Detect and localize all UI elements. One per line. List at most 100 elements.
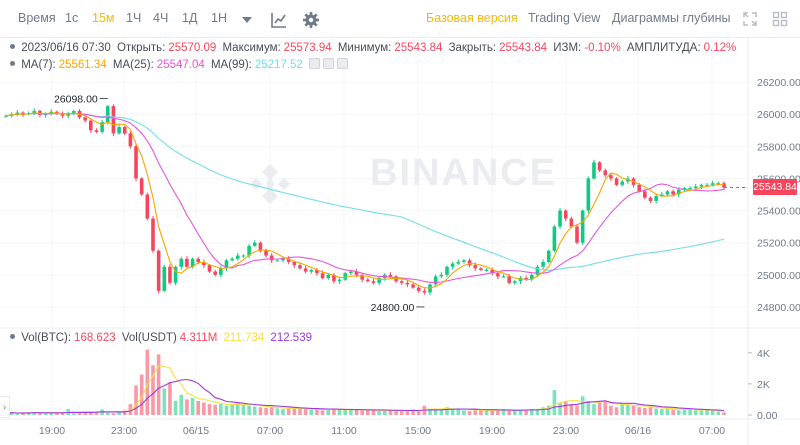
candle-body: [648, 197, 653, 201]
tradingview-tab[interactable]: Trading View: [528, 11, 601, 25]
volume-bar: [315, 409, 319, 415]
volume-bar: [145, 349, 150, 415]
high-value: 25573.94: [283, 42, 332, 54]
vol-usdt-value: 4.311M: [179, 332, 218, 344]
interval-1h[interactable]: 1Ч: [126, 11, 142, 25]
ma-dot-icon: [10, 61, 15, 67]
basic-version-tab[interactable]: Базовая версия: [426, 11, 518, 25]
candle-body: [682, 188, 687, 190]
volume-bar: [26, 412, 31, 415]
vol-ma2-line: [5, 378, 725, 414]
interval-15m[interactable]: 15м: [92, 11, 115, 25]
candle-body: [303, 268, 308, 272]
volume-axis-label: 0.00: [757, 410, 778, 422]
volume-bar: [151, 365, 155, 415]
chart-grid: [0, 38, 800, 445]
volume-bar: [507, 410, 511, 415]
close-value: 25543.84: [499, 42, 548, 54]
candle-body: [462, 260, 466, 262]
candle-body: [281, 258, 285, 261]
layout-grid-icon[interactable]: [772, 11, 790, 29]
ma-settings-icon[interactable]: [323, 58, 335, 70]
chart-area[interactable]: BINANCE 26200.0026000.0025800.0025600.00…: [0, 38, 800, 445]
volume-bar: [320, 410, 325, 415]
volume-bar: [281, 409, 285, 415]
vol-usdt-ma2: 212.539: [270, 332, 312, 344]
candle-body: [315, 269, 319, 274]
candle-body: [332, 274, 336, 282]
candle-body: [190, 258, 195, 267]
candle-body: [298, 265, 302, 269]
volume-bar: [394, 410, 398, 415]
volume-bar: [77, 412, 82, 415]
indicators-chart-icon[interactable]: [270, 11, 288, 29]
settings-gear-icon[interactable]: [302, 11, 320, 29]
ma-collapse-icon[interactable]: [309, 58, 321, 70]
candle-body: [60, 113, 65, 116]
volume-bar: [603, 401, 608, 415]
change-value: -0.10%: [584, 42, 621, 54]
volume-bar: [682, 409, 687, 415]
open-value: 25570.09: [168, 42, 217, 54]
ma-info-line: MA(7): 25561.34 MA(25): 25547.04 MA(99): 25…: [10, 58, 351, 71]
time-axis-label: 11:00: [331, 425, 357, 437]
binance-watermark: BINANCE: [370, 152, 557, 194]
candle-body: [388, 274, 393, 277]
volume-bar: [626, 404, 630, 415]
volume-bar: [72, 413, 76, 415]
ma25-line: [5, 112, 725, 283]
depth-chart-tab[interactable]: Диаграммы глубины: [612, 11, 731, 25]
candle-body: [405, 282, 410, 285]
fullscreen-expand-icon[interactable]: [742, 11, 760, 29]
candle-body: [479, 268, 483, 270]
volume-bar: [722, 412, 726, 415]
interval-1s[interactable]: 1с: [65, 11, 79, 25]
candle-body: [660, 194, 664, 197]
ma-close-icon[interactable]: [337, 58, 349, 70]
candle-body: [72, 110, 76, 115]
volume-bar: [614, 407, 619, 415]
volume-bar: [162, 388, 167, 415]
side-expand-chevron-right-icon[interactable]: ›: [0, 396, 10, 418]
volume-bar: [332, 409, 336, 415]
volume-bar: [38, 412, 42, 415]
volume-bar: [326, 409, 331, 415]
binance-logo-icon: [250, 164, 290, 204]
time-axis-label: 07:00: [699, 425, 725, 437]
time-axis-label: 19:00: [39, 425, 65, 437]
volume-bar: [94, 411, 99, 415]
volume-bar: [416, 411, 421, 415]
volume-bar: [563, 401, 568, 415]
volume-bar: [105, 412, 110, 415]
price-axis-label: 25800.00: [757, 141, 800, 153]
volume-bar: [190, 397, 195, 415]
volume-bar: [558, 402, 562, 415]
interval-1d[interactable]: 1Д: [182, 11, 198, 25]
vol-btc-label: Vol(BTC):: [21, 332, 72, 344]
candle-body: [705, 184, 709, 186]
candle-body: [450, 263, 455, 267]
volume-bar: [122, 410, 127, 415]
candle-body: [207, 265, 212, 272]
price-axis-label: 25400.00: [757, 206, 800, 218]
candle-body: [484, 269, 489, 271]
candle-body: [258, 242, 263, 251]
volume-bar: [139, 374, 144, 415]
volume-bar: [382, 410, 387, 415]
more-intervals-chevron-down-icon[interactable]: [242, 13, 252, 27]
candle-body: [433, 276, 438, 285]
candle-body: [145, 194, 150, 219]
candle-body: [524, 278, 528, 280]
candlestick-chart[interactable]: BINANCE 26200.0026000.0025800.0025600.00…: [0, 38, 800, 445]
info-dot-icon: [10, 44, 15, 50]
candle-body: [349, 271, 353, 274]
volume-bar: [32, 411, 37, 415]
candle-body: [529, 274, 534, 280]
interval-1w[interactable]: 1Н: [211, 11, 227, 25]
volume-axis-label: 4K: [757, 348, 770, 360]
interval-4h[interactable]: 4Ч: [153, 11, 169, 25]
candle-body: [275, 260, 280, 262]
ma99-value: 25217.52: [254, 59, 303, 71]
volume-bar: [55, 413, 59, 415]
volume-bar: [609, 405, 613, 415]
